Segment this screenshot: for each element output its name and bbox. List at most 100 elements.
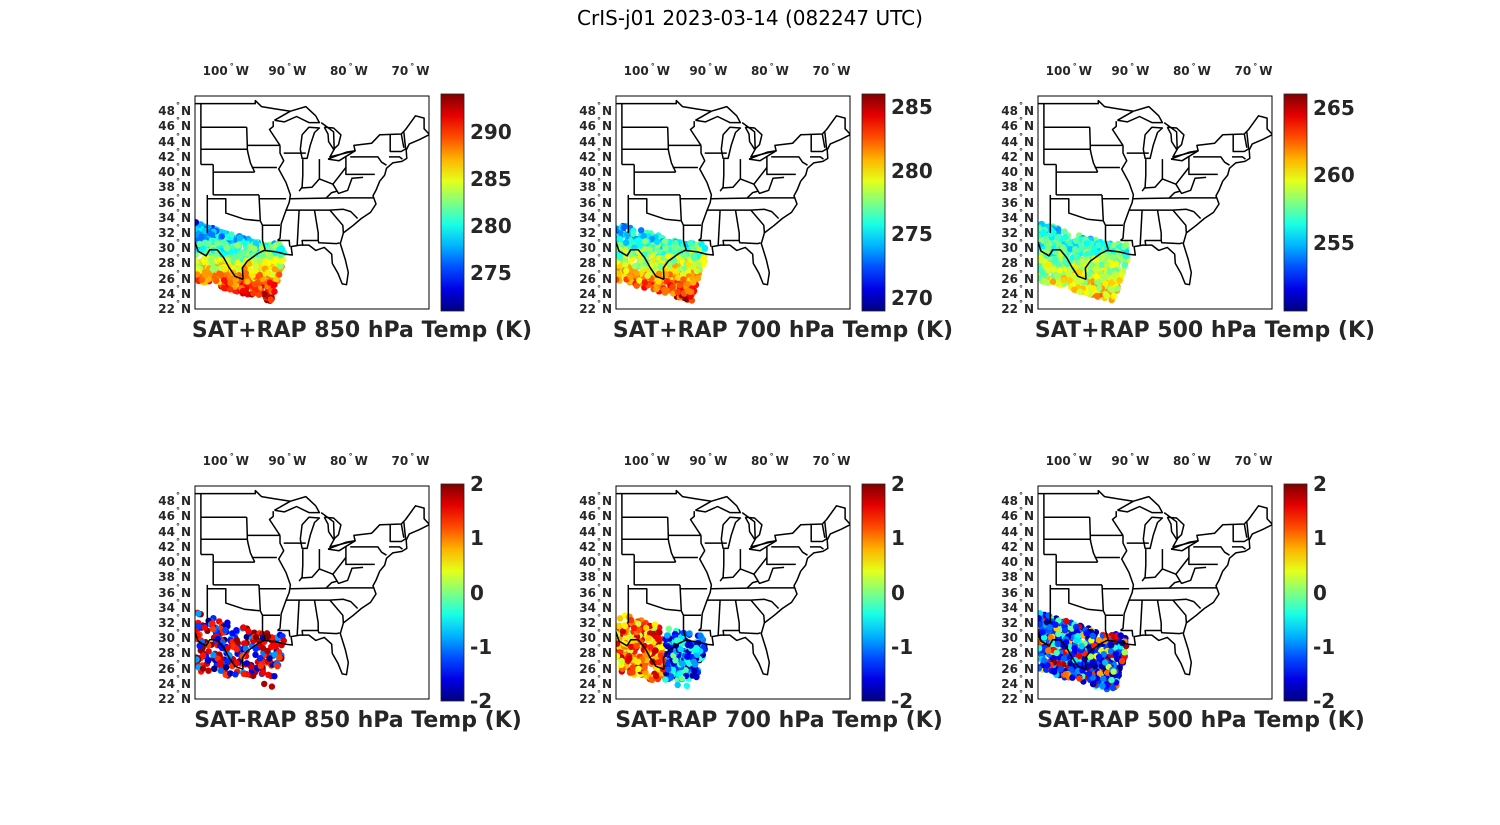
observation-dot — [271, 258, 278, 265]
observation-dot — [1110, 668, 1117, 675]
observation-dot — [274, 663, 281, 670]
observation-dot — [250, 290, 257, 297]
observation-dot — [1038, 232, 1042, 239]
observation-dot — [1079, 258, 1086, 265]
observation-dot — [1076, 268, 1083, 276]
observation-dot — [200, 652, 207, 659]
observation-dot — [245, 628, 252, 635]
observation-dot — [257, 662, 264, 670]
panel-sat-rap-diff-850: 100 ° W 90 ° W 80 ° W 70 ° W 48°N 46°N 44°N 42°N 40°N 38°… — [125, 450, 545, 760]
observation-dot — [1093, 292, 1100, 300]
observation-dot — [252, 651, 259, 658]
observation-dot — [223, 664, 230, 671]
lon-tick-label: 90 ° W — [268, 62, 307, 78]
observation-dot — [642, 624, 650, 631]
observation-dot — [622, 239, 630, 246]
observation-dot — [674, 288, 682, 296]
observation-dot — [252, 634, 260, 641]
observation-dot — [1086, 263, 1094, 270]
lon-tick-label: 100 ° W — [1045, 62, 1092, 78]
lat-tick-label: 46°N — [579, 506, 612, 524]
observation-dot — [222, 626, 229, 634]
colorbar-tick-label: 285 — [891, 94, 933, 119]
observation-dot — [1072, 623, 1080, 631]
observation-dot — [1102, 280, 1109, 287]
map-sat-rap-sum-500 — [1037, 93, 1308, 312]
observation-dot — [686, 630, 693, 637]
panel-title: SAT+RAP 850 hPa Temp (K) — [191, 318, 533, 343]
observation-dot — [695, 261, 702, 268]
observation-dot — [679, 271, 687, 278]
observation-dot — [1085, 670, 1093, 678]
colorbar-tick-label: 0 — [891, 580, 905, 605]
observation-dot — [1090, 245, 1098, 252]
observation-dot — [1093, 273, 1100, 280]
observation-dot — [252, 281, 259, 288]
observation-dot — [212, 265, 219, 272]
lat-tick-label: 32°N — [158, 222, 191, 240]
observation-dot — [641, 279, 648, 286]
observation-dot — [217, 271, 225, 278]
lat-tick-label: 28°N — [1001, 643, 1034, 661]
observation-dot — [1044, 266, 1051, 273]
observation-dot — [1038, 645, 1043, 652]
colorbar — [440, 483, 465, 702]
lat-tick-label: 42°N — [158, 146, 191, 164]
observation-dot — [630, 637, 638, 644]
observation-dot — [1065, 272, 1073, 279]
observation-dot — [1114, 655, 1121, 663]
colorbar-tick-label: 2 — [891, 472, 905, 496]
lat-tick-label: 42°N — [1001, 536, 1034, 554]
observation-dot — [266, 279, 274, 286]
observation-dot — [195, 219, 200, 226]
observation-dot — [1049, 639, 1056, 647]
observation-dot — [1043, 619, 1051, 626]
observation-dot — [210, 651, 217, 659]
map-outlines — [195, 99, 429, 286]
observation-dot — [1038, 225, 1043, 232]
observation-dot — [244, 278, 251, 285]
lat-tick-label: 40°N — [158, 552, 191, 570]
observation-dot — [689, 672, 696, 679]
observation-dot — [700, 254, 707, 261]
observation-dot — [635, 620, 642, 627]
observation-dot — [278, 245, 285, 252]
observation-dot — [669, 283, 676, 291]
observation-dot — [665, 625, 672, 632]
observation-dot — [250, 672, 257, 680]
observation-dot — [690, 658, 697, 665]
colorbar-tick-label: 285 — [470, 166, 512, 191]
colorbar — [861, 93, 886, 312]
panel-title: SAT+RAP 500 hPa Temp (K) — [1034, 318, 1376, 343]
observation-dot — [682, 252, 689, 259]
observation-dot — [638, 264, 646, 271]
observation-dot — [198, 233, 205, 240]
observation-dot — [1083, 240, 1090, 247]
observation-dot — [1108, 642, 1115, 649]
observation-dot — [673, 637, 681, 644]
observation-dot — [1073, 253, 1081, 261]
lat-tick-label: 34°N — [158, 597, 191, 615]
observation-dot — [1056, 660, 1063, 667]
map-sat-rap-sum-700 — [615, 93, 886, 312]
observation-dot — [651, 261, 659, 269]
lat-tick-label: 40°N — [579, 552, 612, 570]
lat-tick-label: 40°N — [1001, 162, 1034, 180]
observation-dot — [277, 258, 284, 265]
observation-dot — [662, 676, 669, 683]
colorbar-tick-label: -1 — [470, 634, 493, 659]
observation-dot — [220, 277, 228, 284]
observation-dot — [272, 643, 279, 650]
observation-dot — [1071, 286, 1078, 293]
observation-dot — [653, 238, 661, 246]
observation-dot — [1057, 666, 1064, 673]
observation-dot — [652, 672, 660, 680]
lat-tick-label: 26°N — [158, 268, 191, 286]
observation-dot — [660, 286, 668, 293]
observation-dot — [252, 240, 260, 247]
observation-dot — [629, 664, 637, 671]
lat-tick-label: 26°N — [579, 658, 612, 676]
lon-tick-label: 100 ° W — [1045, 452, 1092, 468]
observation-dot — [1120, 243, 1128, 251]
lat-tick-label: 28°N — [579, 643, 612, 661]
